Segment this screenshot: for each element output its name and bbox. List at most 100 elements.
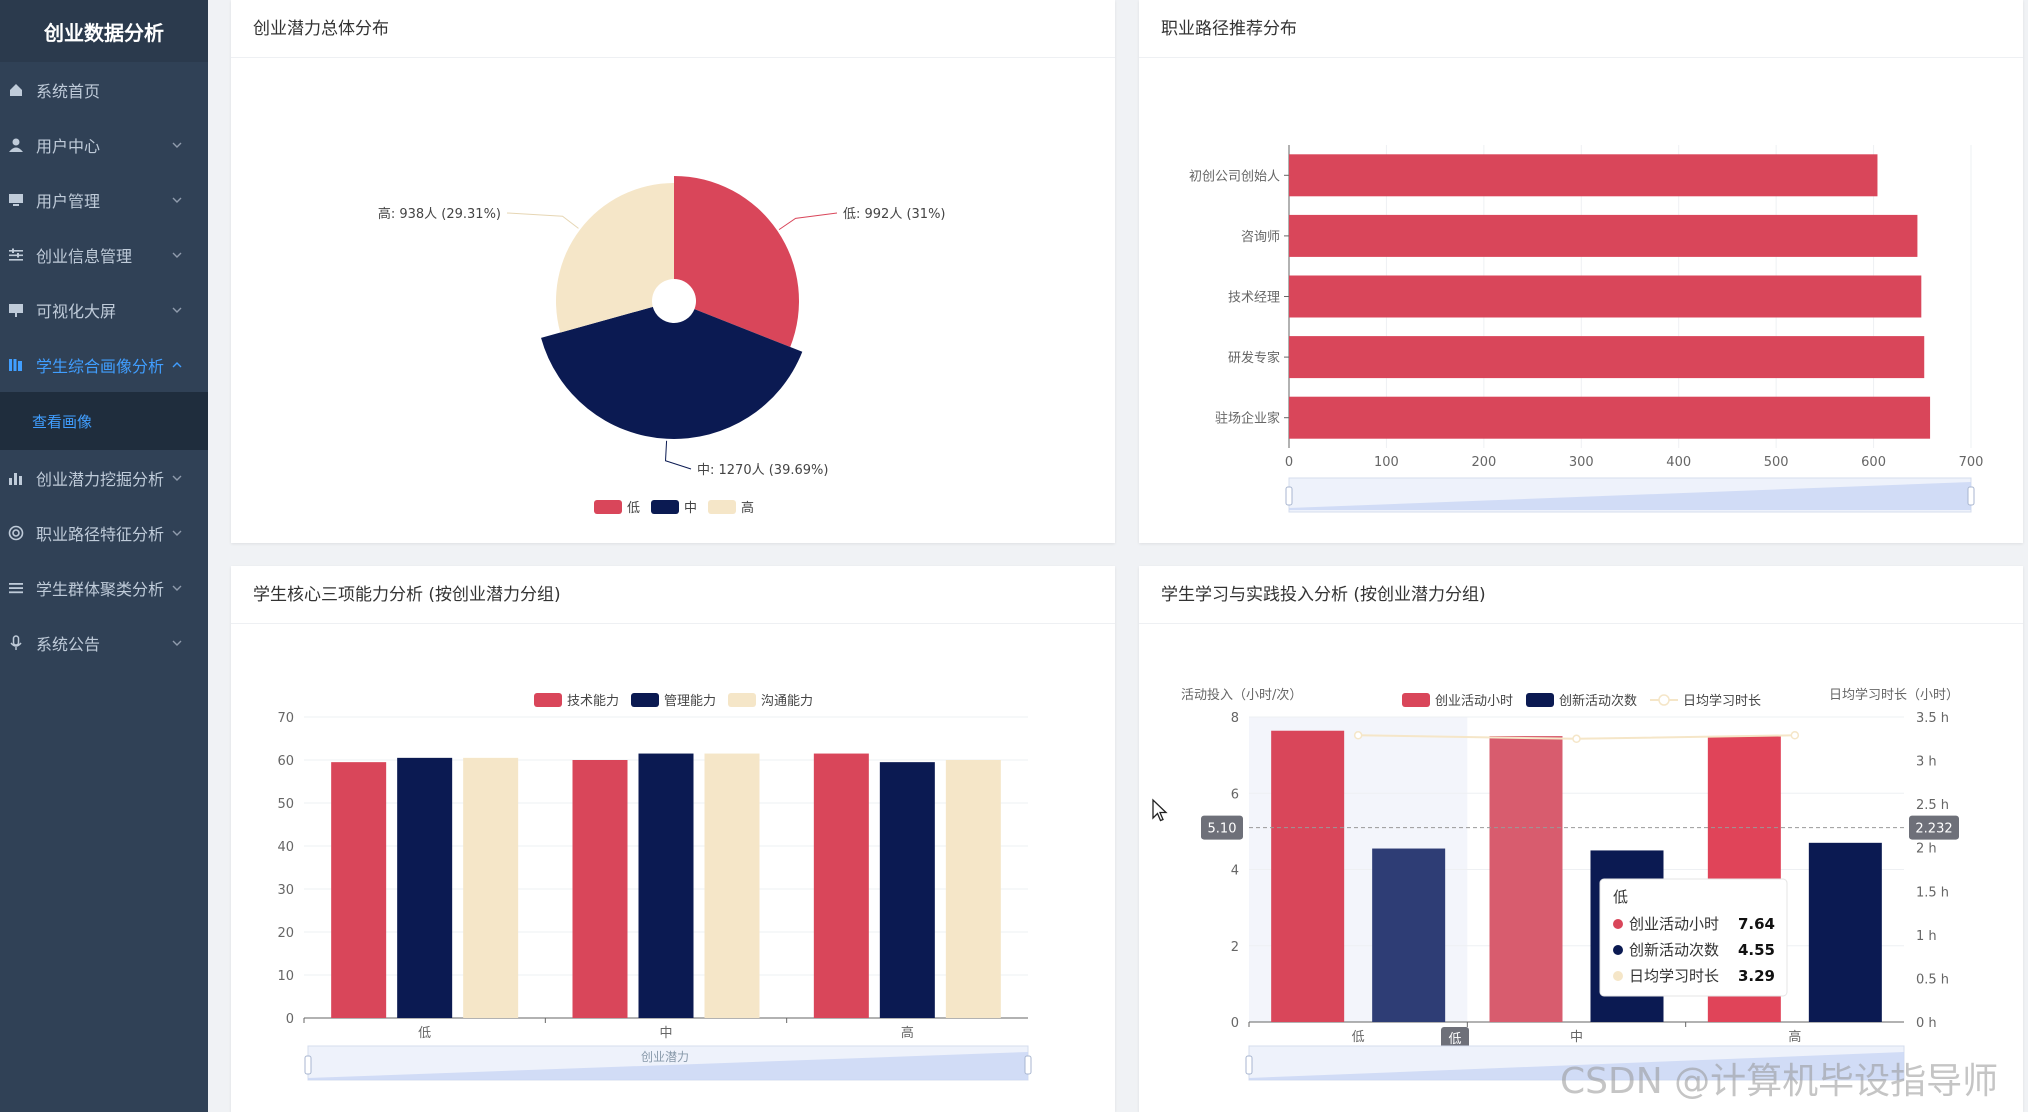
x-tick-label: 300	[1569, 455, 1594, 470]
bar-技术能力-低	[331, 762, 387, 1018]
legend-label: 创新活动次数	[1559, 693, 1637, 709]
crosshair-right-value: 2.232	[1915, 822, 1952, 837]
sidebar-item-label: 创业潜力挖掘分析	[36, 469, 165, 489]
pie-slice-高	[556, 183, 674, 333]
tooltip-marker	[1613, 945, 1623, 955]
line-point-高	[1790, 731, 1800, 740]
pie-label-line	[665, 440, 692, 470]
legend-swatch	[594, 500, 622, 514]
sidebar-item-label: 系统首页	[36, 81, 101, 101]
zoom-handle-left	[1245, 1055, 1253, 1075]
y-tick-label: 0	[286, 1012, 294, 1027]
zoom-slider-shadow	[1249, 1052, 1904, 1080]
bar-技术经理	[1289, 275, 1922, 318]
sidebar-item-3[interactable]: 创业信息管理	[0, 227, 208, 282]
investment-analysis-card: 学生学习与实践投入分析 (按创业潜力分组) 0 2 4 6 8 0 h 0.5 h 1 h 1.…	[1139, 566, 2023, 1112]
sidebar-item-2[interactable]: 用户管理	[0, 172, 208, 227]
bar-研发专家	[1289, 336, 1925, 379]
x-tick-label: 100	[1374, 455, 1399, 470]
legend-swatch-dot	[1658, 694, 1670, 706]
circle-icon	[8, 525, 24, 541]
zoom-handle-left	[304, 1055, 312, 1075]
sidebar-item-label: 学生综合画像分析	[36, 356, 165, 376]
x-tick-label: 200	[1471, 455, 1496, 470]
career-path-card: 职业路径推荐分布 0 100 200 300 400 500 600 700 驻场企业家 研发专家…	[1139, 0, 2023, 543]
submenu-view-profile[interactable]: 查看画像	[0, 392, 208, 450]
tooltip-marker	[1613, 919, 1623, 929]
y-tick-label: 技术经理	[1228, 291, 1280, 306]
chevron-down-icon	[170, 137, 184, 151]
legend-label: 中	[684, 501, 697, 516]
sidebar-item-4[interactable]: 可视化大屏	[0, 282, 208, 337]
legend-swatch	[651, 500, 679, 514]
y-right-tick-label: 3.5 h	[1916, 711, 1949, 726]
bar-咨询师	[1289, 214, 1918, 257]
sidebar-item-0[interactable]: 系统首页	[0, 62, 208, 117]
tooltip-series-name: 创业活动小时	[1629, 915, 1719, 933]
y-left-tick-label: 8	[1231, 711, 1239, 726]
user-icon	[8, 137, 24, 153]
y-right-tick-label: 1 h	[1916, 929, 1937, 944]
legend-swatch	[708, 500, 736, 514]
mouse-cursor-icon	[1152, 798, 1168, 822]
x-tick-label: 600	[1861, 455, 1886, 470]
pie-label: 高: 938人 (29.31%)	[378, 206, 501, 222]
chevron-down-icon	[170, 470, 184, 484]
career-bar-chart: 0 100 200 300 400 500 600 700 驻场企业家 研发专家 技术经理 咨询师 初创…	[1189, 145, 1983, 513]
y-left-tick-label: 6	[1231, 787, 1239, 802]
crosshair-x-badge	[1441, 1027, 1469, 1049]
sliders-icon	[8, 247, 24, 263]
bar-管理能力-低	[397, 757, 453, 1018]
sidebar-item-label: 系统公告	[36, 634, 101, 654]
y-tick-label: 咨询师	[1241, 230, 1280, 245]
bar-沟通能力-低	[463, 757, 519, 1018]
tooltip-series-name: 日均学习时长	[1629, 967, 1719, 985]
bar-技术能力-高	[813, 753, 869, 1018]
card-title: 学生学习与实践投入分析 (按创业潜力分组)	[1161, 585, 1486, 605]
y-right-tick-label: 2 h	[1916, 842, 1937, 857]
legend-swatch	[1526, 693, 1554, 707]
sidebar-item-8[interactable]: 学生群体聚类分析	[0, 560, 208, 615]
y-tick-label: 30	[277, 883, 294, 898]
legend-label: 日均学习时长	[1683, 693, 1761, 709]
x-tick-label: 0	[1285, 455, 1293, 470]
crosshair-left-badge	[1201, 815, 1243, 840]
x-tick-label: 中	[659, 1026, 672, 1041]
sidebar-item-9[interactable]: 系统公告	[0, 615, 208, 670]
sidebar-item-5[interactable]: 学生综合画像分析	[0, 337, 208, 392]
sidebar-item-6[interactable]: 创业潜力挖掘分析	[0, 450, 208, 505]
chevron-down-icon	[170, 525, 184, 539]
y-tick-label: 10	[277, 969, 294, 984]
zoom-handle-left	[1285, 486, 1293, 506]
legend-label: 技术能力	[567, 694, 619, 709]
bar-驻场企业家	[1289, 396, 1931, 439]
x-tick-label: 400	[1666, 455, 1691, 470]
y-tick-label: 50	[277, 797, 294, 812]
tooltip-series-value: 7.64	[1738, 915, 1775, 933]
library-icon	[8, 357, 24, 373]
bar-创业活动小时-低	[1271, 730, 1345, 1022]
y-tick-label: 60	[277, 754, 294, 769]
sidebar: 创业数据分析 系统首页 用户中心 用户管理 创业信息管理 可视化大屏 学生综合画像分析 查看…	[0, 0, 208, 1112]
sidebar-item-7[interactable]: 职业路径特征分析	[0, 505, 208, 560]
card-title: 学生核心三项能力分析 (按创业潜力分组)	[253, 585, 561, 605]
y-tick-label: 20	[277, 926, 294, 941]
sidebar-item-label: 用户管理	[36, 191, 101, 211]
potential-distribution-card: 创业潜力总体分布 低: 992人 (31%) 中: 1270人 (39.69%) 高…	[231, 0, 1115, 543]
sidebar-item-label: 用户中心	[36, 136, 101, 156]
pie-slice-中	[541, 306, 803, 439]
list-icon	[8, 580, 24, 596]
sidebar-item-1[interactable]: 用户中心	[0, 117, 208, 172]
sidebar-item-label: 创业信息管理	[36, 246, 133, 266]
chevron-down-icon	[170, 302, 184, 316]
mic-icon	[8, 634, 24, 651]
bar-chart-icon	[8, 470, 24, 486]
home-icon	[8, 82, 24, 98]
chevron-down-icon	[170, 635, 184, 649]
sidebar-item-label: 可视化大屏	[36, 301, 117, 321]
legend-swatch	[728, 693, 756, 707]
screen-icon	[8, 302, 24, 318]
legend-swatch	[631, 693, 659, 707]
